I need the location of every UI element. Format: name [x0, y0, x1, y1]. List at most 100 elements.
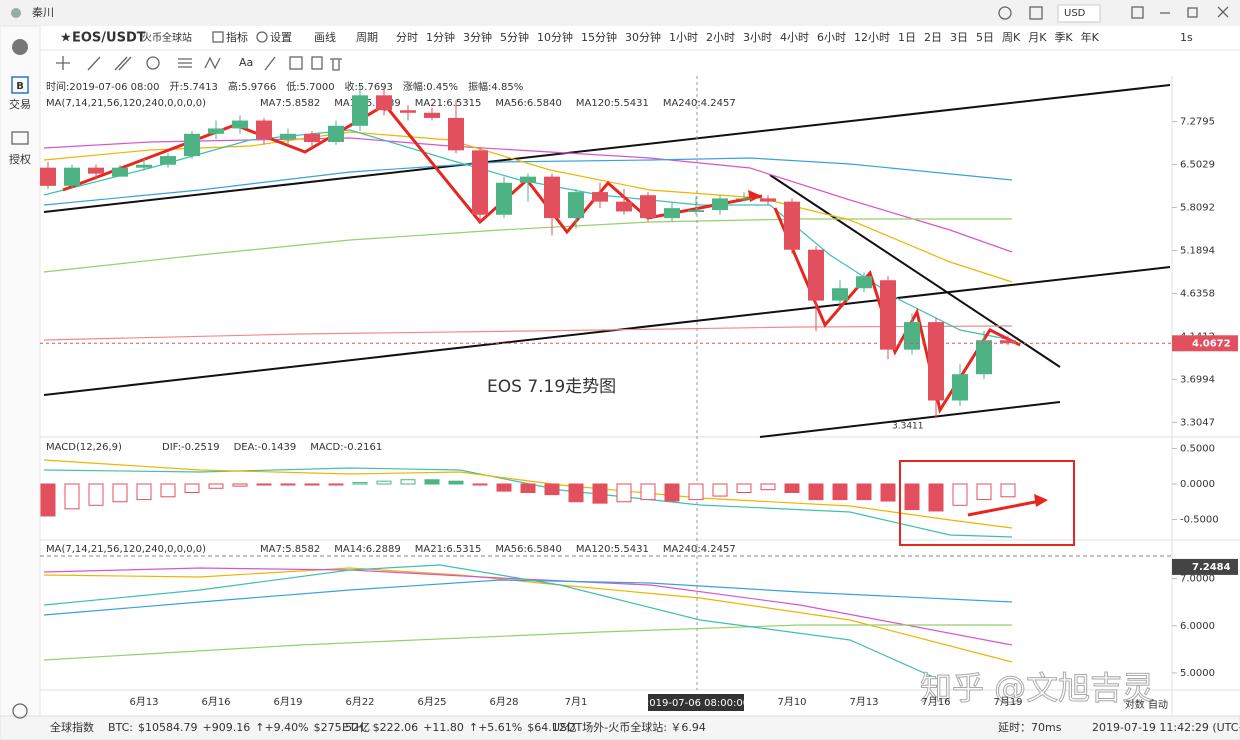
x-tick-label: 7月19 [993, 696, 1022, 708]
macd-title: MACD(12,26,9) [46, 442, 122, 453]
macd-bar [184, 483, 200, 494]
crosshair-label: 2019-07-06 08:00:00 [643, 698, 749, 709]
candle-body [976, 340, 992, 375]
candle-body [208, 128, 224, 134]
macd-bar [832, 483, 848, 501]
symbol[interactable]: EOS/USDT [72, 31, 146, 46]
drawing-tools[interactable] [56, 56, 342, 71]
indicator-button[interactable]: 指标 [226, 30, 248, 44]
scale-mode[interactable]: 对数 自动 [1125, 698, 1168, 711]
candle-body [256, 120, 272, 140]
period[interactable]: 季K [1054, 31, 1073, 44]
maximize[interactable] [1187, 7, 1198, 18]
macd-legend-item: DIF:-0.2519 [162, 442, 220, 453]
index-label: 全球指数 [50, 720, 94, 734]
period[interactable]: 1日 [898, 31, 916, 44]
period[interactable]: 周K [1002, 31, 1021, 44]
y-tick-label: 7.0000 [1180, 574, 1215, 585]
candle-body [424, 112, 440, 118]
period[interactable]: 2小时 [706, 31, 735, 44]
refresh[interactable]: 1s [1180, 31, 1193, 44]
macd-bar [472, 483, 488, 486]
candle-body [952, 374, 968, 401]
candle-body [496, 182, 512, 215]
search-icon[interactable] [998, 6, 1012, 20]
info-item: 时间:2019-07-06 08:00 [46, 80, 159, 93]
period[interactable]: 6小时 [817, 31, 846, 44]
period[interactable]: 10分钟 [537, 30, 573, 44]
candle-body [520, 176, 536, 183]
close[interactable] [1217, 6, 1229, 18]
y-tick-label: 4.6358 [1180, 288, 1215, 299]
period[interactable]: 3小时 [743, 31, 772, 44]
candle-body [448, 117, 464, 151]
auth-icon[interactable] [11, 131, 29, 145]
info-item: 高:5.9766 [228, 80, 276, 93]
candle-body [1000, 340, 1016, 344]
currency[interactable]: USD [1064, 8, 1086, 19]
sidebar-trade[interactable]: 交易 [9, 97, 31, 111]
otc: USDT场外-火币全球站: ￥6.94 [552, 720, 706, 734]
period[interactable]: 4小时 [780, 31, 809, 44]
y-tick-label: 5.0000 [1180, 668, 1215, 679]
candle-body [904, 322, 920, 350]
candle-body [472, 150, 488, 215]
macd-bar [568, 483, 584, 503]
macd-bar [592, 483, 608, 504]
period[interactable]: 30分钟 [625, 30, 661, 44]
btc: BTC: [108, 721, 133, 734]
x-tick-label: 6月28 [489, 696, 518, 708]
macd-bar [304, 483, 320, 486]
period[interactable]: 年K [1081, 30, 1100, 44]
period[interactable]: 月K [1028, 31, 1047, 44]
period[interactable]: 1小时 [669, 31, 698, 44]
btc: +909.16 [203, 721, 251, 734]
period[interactable]: 3日 [950, 31, 968, 44]
ma-legend-item: MA7:5.8582 [260, 98, 320, 109]
avatar[interactable] [11, 8, 21, 18]
macd-bar [736, 483, 752, 494]
period[interactable]: 2日 [924, 31, 942, 44]
status-bar [0, 715, 1240, 740]
period[interactable]: 3分钟 [463, 30, 492, 44]
x-tick-label: 6月19 [273, 696, 302, 708]
macd-bar [856, 483, 872, 501]
candle-body [928, 322, 944, 401]
period[interactable]: 15分钟 [581, 30, 617, 44]
currency-select[interactable] [1057, 4, 1101, 23]
star[interactable]: ★ [60, 31, 72, 46]
macd-bar [1000, 483, 1016, 498]
period[interactable]: 12小时 [854, 31, 890, 44]
toolbar [0, 26, 1240, 76]
period[interactable]: 5分钟 [500, 30, 529, 44]
candle-body [856, 276, 872, 289]
shirt-icon[interactable] [1029, 6, 1043, 20]
x-tick-label: 6月22 [345, 696, 374, 708]
candle-body [544, 176, 560, 219]
period[interactable]: 5日 [976, 31, 994, 44]
ma-pane-title: MA(7,14,21,56,120,240,0,0,0,0) [46, 544, 206, 555]
latency: 延时：70ms [998, 721, 1062, 734]
window-icon[interactable] [1131, 6, 1144, 19]
info-item: 振幅:4.85% [468, 80, 523, 93]
title-bar [0, 0, 1240, 26]
candle-body [64, 167, 80, 186]
cursor-label: 7.2484 [1192, 562, 1231, 573]
sidebar-auth[interactable]: 授权 [9, 152, 31, 166]
period[interactable]: 1分钟 [426, 30, 455, 44]
macd-legend-item: MACD:-0.2161 [310, 442, 382, 453]
trade-icon[interactable] [11, 76, 29, 94]
period[interactable]: 分时 [396, 31, 418, 44]
period-label[interactable]: 周期 [356, 31, 378, 44]
macd-bar [64, 483, 80, 510]
candle-body [736, 198, 752, 200]
settings-button[interactable]: 设置 [270, 31, 292, 44]
draw-button[interactable]: 画线 [314, 30, 336, 44]
cursor-tag [1172, 558, 1238, 575]
candle-body [88, 167, 104, 174]
settings-icon[interactable] [12, 703, 28, 719]
y-tick-label: 0.0000 [1180, 479, 1215, 490]
x-tick-label: 6月16 [201, 696, 230, 708]
text-tool[interactable]: Aa [239, 56, 253, 69]
